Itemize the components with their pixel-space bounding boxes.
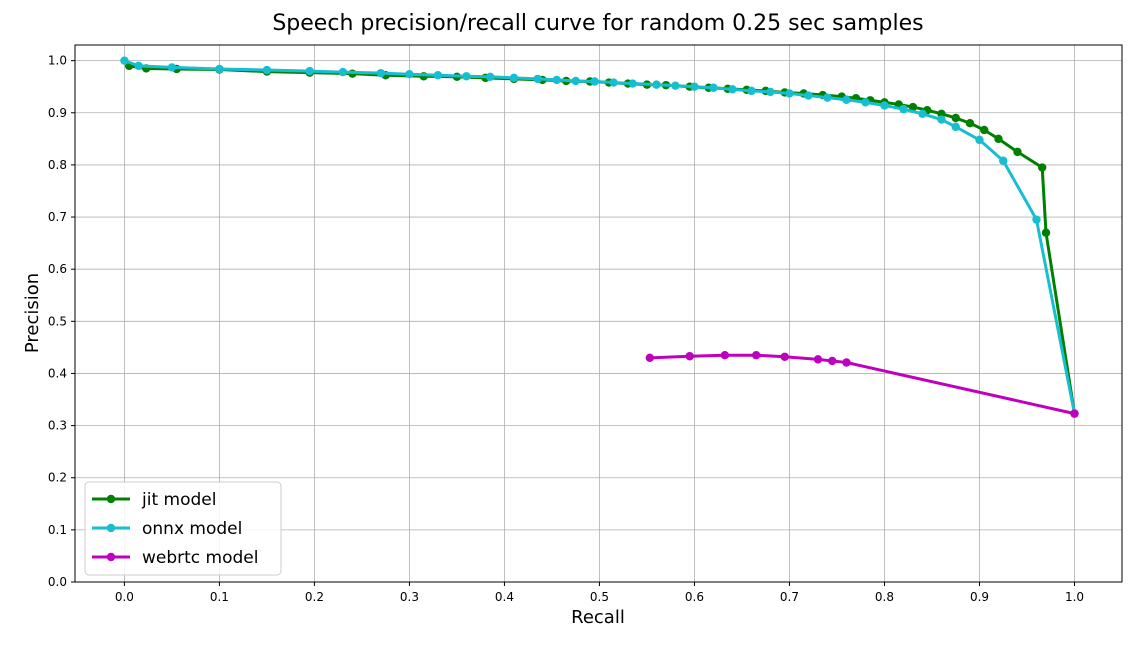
onnx-model-point [215, 64, 224, 74]
x-tick-label: 0.0 [115, 590, 134, 604]
onnx-model-point [804, 91, 813, 100]
onnx-model-point [305, 66, 314, 76]
onnx-model-point [652, 80, 661, 89]
onnx-model-point [433, 71, 443, 80]
onnx-model-point [880, 101, 889, 110]
onnx-model-point [120, 56, 129, 65]
legend-box [84, 481, 282, 576]
x-tick-label: 0.1 [210, 590, 229, 604]
onnx-model-series [120, 56, 1079, 418]
jit-model-point [980, 125, 989, 135]
webrtc-model-point [813, 355, 823, 364]
onnx-model-point [709, 83, 718, 92]
jit-model-point [1013, 147, 1022, 157]
webrtc-model-point [780, 352, 789, 361]
legend-label: jit model [141, 490, 216, 510]
jit-model-point [1037, 163, 1047, 172]
webrtc-model-point [842, 358, 851, 367]
x-tick-label: 0.6 [685, 590, 704, 604]
legend-swatch-marker [106, 552, 116, 562]
x-axis-label: Recall [571, 607, 625, 628]
onnx-model-point [167, 63, 177, 72]
onnx-model-point [405, 69, 414, 79]
onnx-model-point [999, 156, 1008, 165]
chart-title: Speech precision/recall curve for random… [272, 11, 923, 36]
onnx-model-line [122, 59, 1076, 416]
jit-model-series [124, 61, 1079, 418]
webrtc-model-series [645, 351, 1079, 418]
legend-swatch-marker [106, 523, 116, 533]
onnx-model-point [747, 86, 756, 96]
x-tick-label: 0.5 [590, 590, 609, 604]
onnx-model-point [690, 82, 699, 91]
x-tick-label: 0.3 [400, 590, 419, 604]
y-tick-label: 0.2 [48, 471, 67, 485]
y-axis-label: Precision [22, 273, 43, 353]
jit-model-point [965, 119, 975, 128]
y-tick-label: 0.7 [48, 210, 67, 224]
webrtc-model-point [720, 351, 730, 360]
webrtc-model-point [752, 351, 761, 360]
onnx-model-point [823, 93, 832, 102]
onnx-model-point [785, 89, 794, 98]
jit-model-point [951, 113, 960, 123]
jit-model-point [1041, 228, 1051, 237]
axis-ticks: 0.0 0.1 0.2 0.3 0.4 0.5 0.6 0.7 0.8 0.9 1.0 0.0 0.1 0… [48, 54, 1084, 604]
y-tick-label: 0.1 [48, 523, 67, 537]
legend: jit model onnx model webrtc model [84, 481, 282, 576]
onnx-model-point [628, 79, 637, 88]
x-tick-label: 0.9 [970, 590, 989, 604]
onnx-model-point [485, 72, 495, 82]
onnx-model-point [462, 72, 471, 81]
legend-items: jit model onnx model webrtc model [92, 490, 259, 568]
onnx-model-point [552, 75, 561, 85]
plot-area-frame [74, 44, 1123, 583]
onnx-model-point [951, 122, 960, 132]
y-tick-label: 0.0 [48, 575, 67, 589]
onnx-model-point [671, 81, 680, 90]
legend-label: webrtc model [142, 548, 259, 568]
y-tick-label: 0.4 [48, 366, 67, 380]
onnx-model-point [533, 74, 542, 84]
y-tick-label: 0.6 [48, 262, 67, 276]
onnx-model-point [590, 77, 599, 86]
onnx-model-point [728, 85, 737, 94]
onnx-model-point [338, 67, 348, 77]
onnx-model-point [975, 135, 984, 145]
y-tick-label: 0.3 [48, 419, 67, 433]
y-tick-label: 1.0 [48, 54, 67, 68]
onnx-model-point [262, 65, 272, 75]
jit-model-point [994, 134, 1003, 144]
webrtc-model-point [645, 353, 655, 363]
onnx-model-point [509, 73, 519, 83]
onnx-model-point [571, 76, 580, 86]
legend-swatch-marker [106, 494, 116, 504]
onnx-model-point [899, 104, 908, 114]
onnx-model-point [376, 68, 386, 78]
onnx-model-point [609, 78, 618, 87]
x-tick-label: 1.0 [1065, 590, 1084, 604]
webrtc-model-point [685, 352, 694, 361]
onnx-model-point [861, 98, 870, 107]
y-tick-label: 0.8 [48, 158, 67, 172]
y-tick-label: 0.9 [48, 106, 67, 120]
x-tick-label: 0.2 [305, 590, 324, 604]
x-tick-label: 0.8 [875, 590, 894, 604]
onnx-model-point [842, 95, 851, 104]
x-tick-label: 0.7 [780, 590, 799, 604]
series-layer [120, 56, 1079, 418]
onnx-model-point [937, 115, 946, 124]
legend-label: onnx model [142, 519, 242, 539]
onnx-model-point [1032, 215, 1041, 224]
webrtc-model-point [828, 356, 837, 366]
webrtc-model-point [1070, 409, 1079, 418]
onnx-model-point [766, 87, 775, 97]
jit-model-point [908, 102, 918, 112]
onnx-model-point [134, 61, 143, 71]
webrtc-model-line [648, 353, 1076, 416]
onnx-model-point [918, 109, 927, 119]
x-tick-label: 0.4 [495, 590, 514, 604]
y-tick-label: 0.5 [48, 314, 67, 328]
